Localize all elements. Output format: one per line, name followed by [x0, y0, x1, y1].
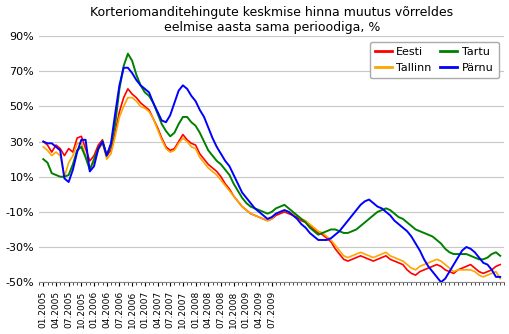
Legend: Eesti, Tallinn, Tartu, Pärnu: Eesti, Tallinn, Tartu, Pärnu [369, 42, 498, 78]
Title: Korteriomanditehingute keskmise hinna muutus võrreldes
eelmise aasta sama perioo: Korteriomanditehingute keskmise hinna mu… [90, 6, 453, 33]
